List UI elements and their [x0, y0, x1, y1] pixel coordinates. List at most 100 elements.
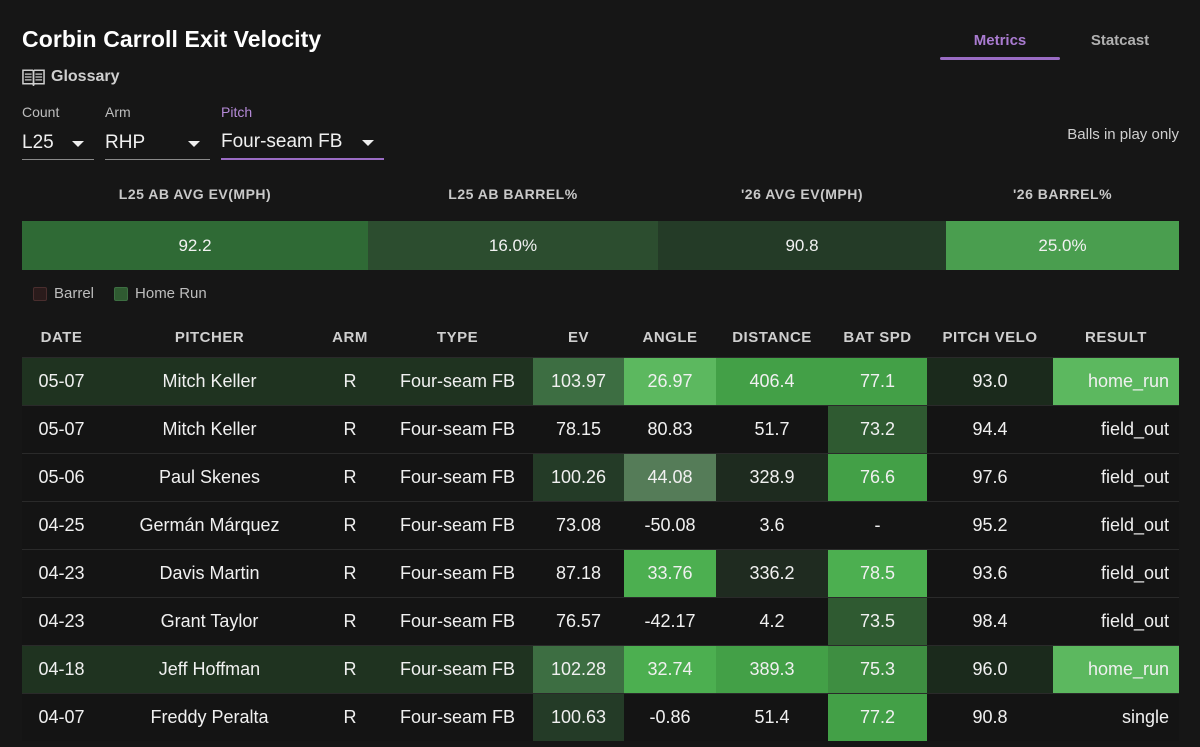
cell-ev: 100.63 [533, 692, 624, 741]
view-tabs: Metrics Statcast [940, 24, 1180, 60]
cell-pitcher: Freddy Peralta [101, 692, 318, 741]
cell-pitch-velo: 95.2 [927, 500, 1053, 549]
arm-select[interactable]: RHP [105, 126, 210, 160]
arm-select-value: RHP [105, 131, 146, 153]
cell-pitch-velo: 97.6 [927, 452, 1053, 501]
pitch-select[interactable]: Four-seam FB [221, 126, 384, 160]
legend-label: Barrel [54, 285, 95, 302]
cell-date: 04-23 [22, 596, 101, 645]
cell-angle: 32.74 [624, 644, 716, 693]
cell-bat-spd: - [828, 500, 927, 549]
cell-type: Four-seam FB [382, 356, 533, 405]
balls-in-play-toggle[interactable]: Balls in play only [1067, 126, 1179, 143]
cell-date: 04-25 [22, 500, 101, 549]
count-select[interactable]: L25 [22, 126, 94, 160]
summary-value: 90.8 [658, 221, 946, 270]
cell-pitcher: Grant Taylor [101, 596, 318, 645]
cell-angle: -50.08 [624, 500, 716, 549]
cell-angle: 33.76 [624, 548, 716, 597]
table-row: 04-23 Grant Taylor R Four-seam FB 76.57 -42.1… [22, 596, 1179, 645]
cell-bat-spd: 77.2 [828, 692, 927, 741]
cell-result: field_out [1053, 548, 1179, 597]
tab-metrics[interactable]: Metrics [940, 24, 1060, 60]
cell-ev: 87.18 [533, 548, 624, 597]
page-title: Corbin Carroll Exit Velocity [22, 26, 322, 52]
cell-result: field_out [1053, 596, 1179, 645]
chevron-down-icon [362, 140, 374, 146]
cell-bat-spd: 73.2 [828, 404, 927, 453]
cell-angle: 26.97 [624, 356, 716, 405]
cell-pitch-velo: 90.8 [927, 692, 1053, 741]
chevron-down-icon [72, 140, 84, 147]
glossary-link[interactable]: Glossary [22, 68, 119, 86]
cell-result: field_out [1053, 404, 1179, 453]
column-header-angle[interactable]: ANGLE [642, 328, 698, 346]
cell-ev: 103.97 [533, 356, 624, 405]
cell-arm: R [318, 644, 382, 693]
table-row: 04-18 Jeff Hoffman R Four-seam FB 102.28 32.7… [22, 644, 1179, 693]
cell-pitcher: Davis Martin [101, 548, 318, 597]
cell-arm: R [318, 692, 382, 741]
table-row: 05-07 Mitch Keller R Four-seam FB 78.15 80.83… [22, 404, 1179, 453]
cell-date: 05-06 [22, 452, 101, 501]
cell-type: Four-seam FB [382, 500, 533, 549]
column-header-type[interactable]: TYPE [436, 328, 479, 346]
cell-pitch-velo: 93.0 [927, 356, 1053, 405]
table-row: 04-23 Davis Martin R Four-seam FB 87.18 33.76… [22, 548, 1179, 597]
count-filter: Count L25 [22, 104, 94, 160]
cell-distance: 406.4 [716, 356, 828, 405]
count-filter-label: Count [22, 104, 60, 120]
table-row: 04-25 Germán Márquez R Four-seam FB 73.08 -50… [22, 500, 1179, 549]
cell-angle: 80.83 [624, 404, 716, 453]
column-header-ev[interactable]: EV [567, 328, 589, 346]
cell-pitch-velo: 96.0 [927, 644, 1053, 693]
at-bat-table: DATE PITCHER ARM TYPE EV ANGLE DISTANCE … [22, 318, 1179, 741]
cell-date: 04-07 [22, 692, 101, 741]
column-header-distance[interactable]: DISTANCE [732, 328, 812, 346]
cell-ev: 73.08 [533, 500, 624, 549]
column-header-arm[interactable]: ARM [332, 328, 368, 346]
glossary-label: Glossary [51, 68, 120, 85]
cell-date: 04-23 [22, 548, 101, 597]
cell-result: field_out [1053, 452, 1179, 501]
column-header-result[interactable]: RESULT [1085, 328, 1147, 346]
cell-distance: 3.6 [716, 500, 828, 549]
table-row: 05-07 Mitch Keller R Four-seam FB 103.97 26.9… [22, 356, 1179, 405]
cell-angle: -0.86 [624, 692, 716, 741]
cell-bat-spd: 77.1 [828, 356, 927, 405]
cell-pitcher: Mitch Keller [101, 404, 318, 453]
cell-pitch-velo: 94.4 [927, 404, 1053, 453]
summary-values: 92.2 16.0% 90.8 25.0% [22, 221, 1179, 270]
cell-date: 05-07 [22, 356, 101, 405]
cell-date: 05-07 [22, 404, 101, 453]
cell-ev: 100.26 [533, 452, 624, 501]
table-row: 05-06 Paul Skenes R Four-seam FB 100.26 44.08… [22, 452, 1179, 501]
cell-type: Four-seam FB [382, 452, 533, 501]
cell-arm: R [318, 596, 382, 645]
cell-type: Four-seam FB [382, 692, 533, 741]
cell-distance: 336.2 [716, 548, 828, 597]
column-header-date[interactable]: DATE [40, 328, 83, 346]
tab-statcast[interactable]: Statcast [1090, 32, 1150, 49]
count-select-value: L25 [22, 131, 54, 153]
cell-pitcher: Germán Márquez [101, 500, 318, 549]
column-header-pitcher[interactable]: PITCHER [174, 328, 245, 346]
cell-pitcher: Jeff Hoffman [101, 644, 318, 693]
cell-distance: 4.2 [716, 596, 828, 645]
cell-arm: R [318, 548, 382, 597]
cell-arm: R [318, 404, 382, 453]
legend-item-home-run: Home Run [114, 285, 207, 302]
cell-distance: 389.3 [716, 644, 828, 693]
summary-value: 92.2 [22, 221, 368, 270]
table-header-row: DATE PITCHER ARM TYPE EV ANGLE DISTANCE … [22, 318, 1179, 357]
summary-header: '26 BARREL% [1012, 186, 1113, 202]
cell-pitcher: Paul Skenes [101, 452, 318, 501]
cell-pitch-velo: 98.4 [927, 596, 1053, 645]
column-header-bat-spd[interactable]: BAT SPD [843, 328, 912, 346]
cell-result: single [1053, 692, 1179, 741]
cell-bat-spd: 75.3 [828, 644, 927, 693]
cell-distance: 51.7 [716, 404, 828, 453]
cell-result: field_out [1053, 500, 1179, 549]
column-header-pitch-velo[interactable]: PITCH VELO [942, 328, 1038, 346]
cell-distance: 51.4 [716, 692, 828, 741]
